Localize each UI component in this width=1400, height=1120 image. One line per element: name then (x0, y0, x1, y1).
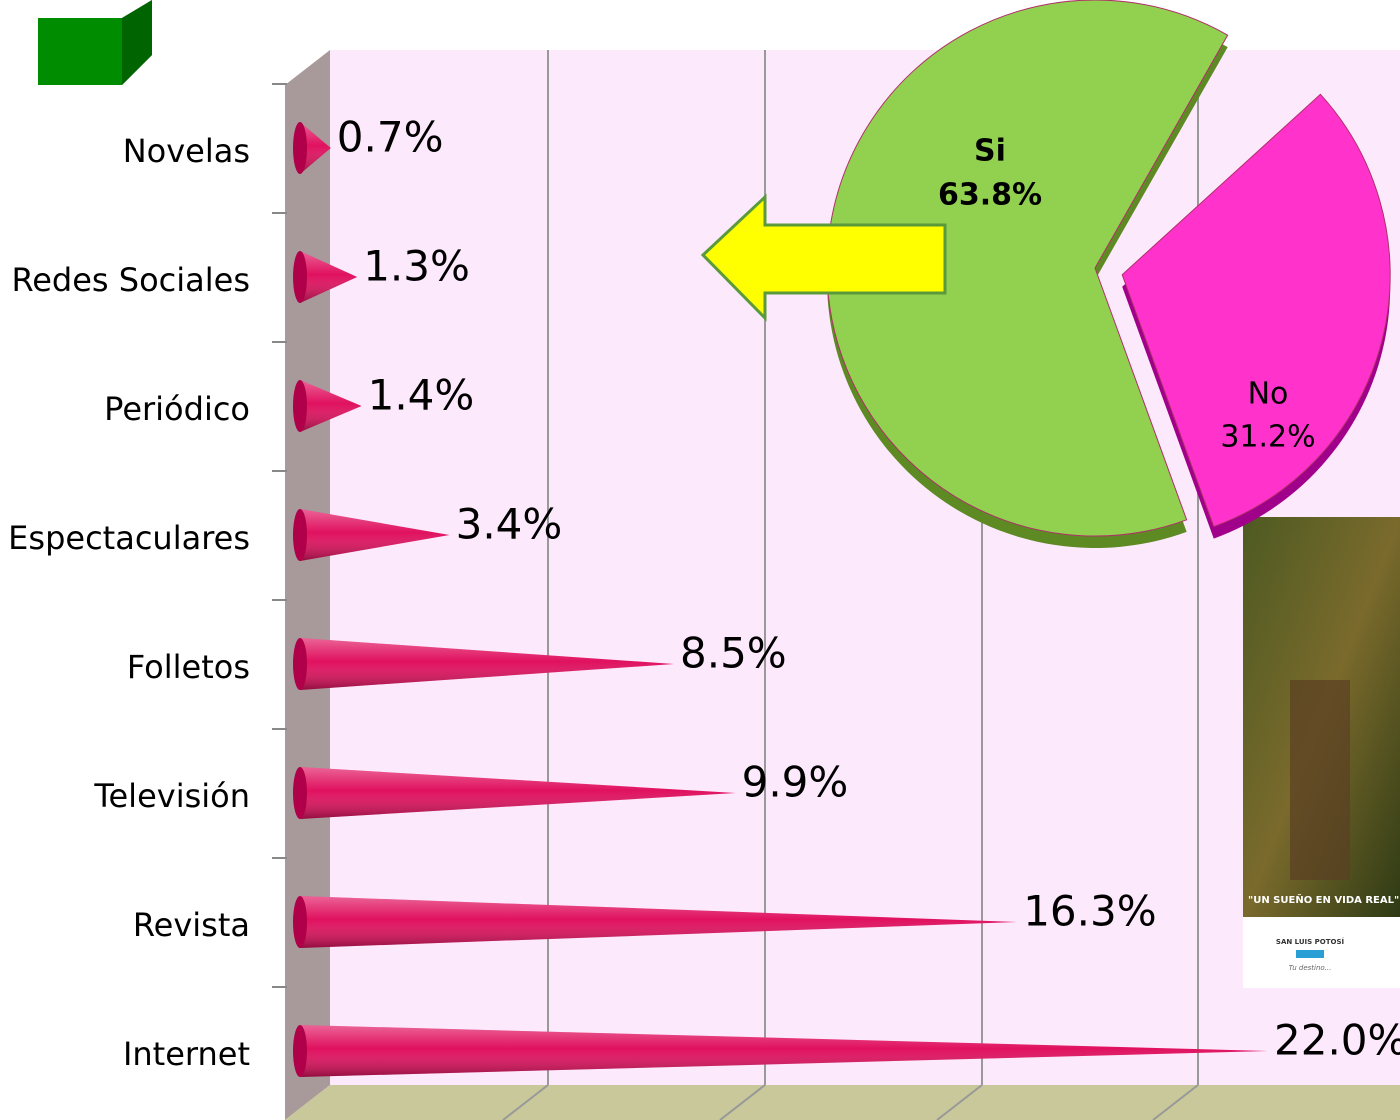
poster-tagline: Tu destino... (1289, 964, 1332, 972)
bar-base (293, 896, 307, 948)
data-label: 1.3% (363, 242, 470, 291)
data-label: 3.4% (456, 500, 563, 549)
y-tick-label: Periódico (104, 390, 250, 428)
chart: "UN SUEÑO EN VIDA REAL" SAN LUIS POTOSÍ … (0, 0, 1400, 1120)
y-tick-label: Espectaculares (8, 519, 250, 557)
poster-brand: SAN LUIS POTOSÍ (1276, 937, 1345, 946)
data-label: 8.5% (680, 629, 787, 678)
y-tick-label: Internet (123, 1035, 250, 1073)
page: "UN SUEÑO EN VIDA REAL" SAN LUIS POTOSÍ … (0, 0, 1400, 1120)
data-label: 9.9% (742, 758, 849, 807)
poster: "UN SUEÑO EN VIDA REAL" SAN LUIS POTOSÍ … (1243, 517, 1400, 988)
plot-side-wall (285, 50, 330, 1120)
bar-base (293, 380, 307, 432)
bar-base (293, 251, 307, 303)
bar-base (293, 767, 307, 819)
plot-floor (285, 1085, 1400, 1120)
y-tick-label: Revista (133, 906, 250, 944)
bar-base (293, 509, 307, 561)
pie-label: Si (974, 134, 1006, 169)
bar-base (293, 638, 307, 690)
y-tick-label: Novelas (123, 132, 250, 170)
poster-monument (1290, 680, 1350, 880)
data-label: 0.7% (337, 113, 444, 162)
decor-cube-side (122, 0, 152, 85)
data-label: 31.2% (1220, 420, 1315, 455)
bar-base (293, 1025, 307, 1077)
data-label: 63.8% (938, 178, 1042, 213)
y-tick-label: Redes Sociales (11, 261, 250, 299)
poster-logo (1296, 950, 1324, 958)
y-tick-label: Televisión (93, 777, 250, 815)
pie-label: No (1248, 377, 1289, 412)
data-label: 22.0% (1274, 1016, 1400, 1065)
y-tick-label: Folletos (127, 648, 250, 686)
data-label: 1.4% (368, 371, 475, 420)
poster-slogan: "UN SUEÑO EN VIDA REAL" (1248, 893, 1399, 906)
data-label: 16.3% (1023, 887, 1156, 936)
bar-base (293, 122, 307, 174)
